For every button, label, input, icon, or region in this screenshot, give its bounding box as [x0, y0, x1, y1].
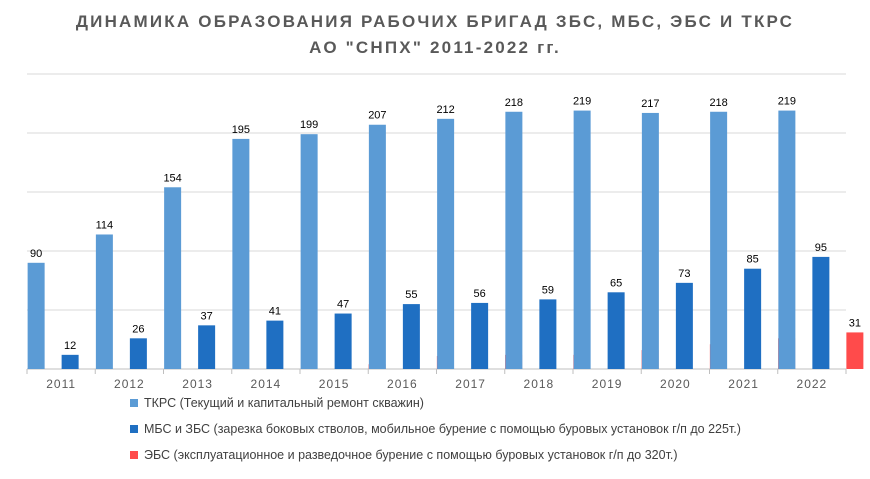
data-label-mbs-2017: 56: [474, 288, 486, 300]
data-label-tkrs-2014: 195: [232, 124, 250, 136]
chart-title-line1: ДИНАМИКА ОБРАЗОВАНИЯ РАБОЧИХ БРИГАД ЗБС,…: [75, 12, 795, 31]
bar-mbs-2020: [675, 282, 693, 369]
data-label-mbs-2021: 85: [747, 254, 759, 266]
data-label-tkrs-2016: 207: [368, 110, 386, 122]
data-label-tkrs-2021: 218: [709, 97, 727, 109]
x-tick-label-2014: 2014: [251, 377, 282, 391]
x-tick-label-2022: 2022: [797, 377, 828, 391]
data-label-tkrs-2017: 212: [436, 104, 454, 116]
x-tick-label-2020: 2020: [660, 377, 691, 391]
chart-title-line2: АО "СНПХ" 2011-2022 гг.: [309, 38, 561, 57]
data-label-tkrs-2013: 154: [163, 172, 181, 184]
data-label-tkrs-2018: 218: [505, 97, 523, 109]
legend-label-mbs: МБС и ЗБС (зарезка боковых стволов, моби…: [144, 421, 741, 436]
x-tick-label-2015: 2015: [319, 377, 350, 391]
data-label-tkrs-2022: 219: [778, 96, 796, 108]
bar-tkrs-2012: [95, 234, 113, 369]
x-tick-label-2011: 2011: [46, 377, 76, 391]
legend-item-tkrs: ТКРС (Текущий и капитальный ремонт скваж…: [130, 395, 741, 410]
x-tick-label-2016: 2016: [387, 377, 418, 391]
bar-tkrs-2020: [641, 112, 659, 369]
data-label-mbs-2011: 12: [64, 340, 76, 352]
bar-tkrs-2021: [710, 111, 728, 369]
bar-mbs-2015: [334, 313, 352, 369]
x-tick-label-2021: 2021: [728, 377, 759, 391]
data-label-mbs-2014: 41: [269, 306, 281, 318]
data-label-mbs-2013: 37: [201, 310, 213, 322]
data-label-mbs-2015: 47: [337, 299, 349, 311]
data-label-mbs-2016: 55: [405, 289, 417, 301]
bar-mbs-2017: [471, 302, 489, 369]
x-tick-label-2018: 2018: [524, 377, 555, 391]
bar-tkrs-2011: [27, 262, 45, 369]
x-tick-label-2013: 2013: [182, 377, 213, 391]
bar-mbs-2022: [812, 256, 830, 369]
data-label-mbs-2020: 73: [678, 268, 690, 280]
legend-swatch-mbs: [130, 424, 138, 433]
bar-mbs-2019: [607, 292, 625, 369]
data-label-tkrs-2019: 219: [573, 96, 591, 108]
bar-tkrs-2016: [368, 124, 386, 370]
data-label-tkrs-2020: 217: [641, 98, 659, 110]
data-label-mbs-2012: 26: [132, 323, 144, 335]
bar-mbs-2013: [198, 325, 216, 369]
data-label-mbs-2018: 59: [542, 284, 554, 296]
data-label-mbs-2022: 95: [815, 242, 827, 254]
legend-item-ebs: ЭБС (эксплуатационное и разведочное буре…: [130, 447, 741, 462]
data-label-tkrs-2011: 90: [30, 248, 42, 260]
bar-tkrs-2018: [505, 111, 523, 369]
data-label-tkrs-2015: 199: [300, 119, 318, 131]
data-label-ebs-2022: 31: [849, 317, 861, 329]
bar-tkrs-2015: [300, 134, 318, 369]
chart-legend: ТКРС (Текущий и капитальный ремонт скваж…: [130, 396, 741, 474]
x-tick-label-2017: 2017: [455, 377, 486, 391]
bar-tkrs-2022: [778, 110, 796, 369]
bar-mbs-2016: [402, 304, 420, 369]
legend-label-tkrs: ТКРС (Текущий и капитальный ремонт скваж…: [144, 395, 424, 410]
bar-tkrs-2013: [164, 187, 182, 369]
legend-label-ebs: ЭБС (эксплуатационное и разведочное буре…: [144, 447, 678, 462]
data-label-tkrs-2012: 114: [96, 219, 114, 231]
legend-swatch-ebs: [130, 450, 138, 459]
bar-mbs-2014: [266, 320, 284, 369]
x-tick-label-2019: 2019: [592, 377, 623, 391]
bar-ebs-2022: [846, 332, 864, 369]
bar-tkrs-2019: [573, 110, 591, 369]
legend-item-mbs: МБС и ЗБС (зарезка боковых стволов, моби…: [130, 421, 741, 436]
legend-swatch-tkrs: [130, 398, 138, 407]
bar-mbs-2021: [744, 268, 762, 369]
data-label-mbs-2019: 65: [610, 277, 622, 289]
x-tick-label-2012: 2012: [114, 377, 145, 391]
bar-mbs-2012: [129, 338, 147, 369]
bar-mbs-2011: [61, 354, 79, 369]
bar-tkrs-2017: [437, 118, 455, 369]
bar-tkrs-2014: [232, 138, 250, 369]
bar-mbs-2018: [539, 299, 557, 369]
